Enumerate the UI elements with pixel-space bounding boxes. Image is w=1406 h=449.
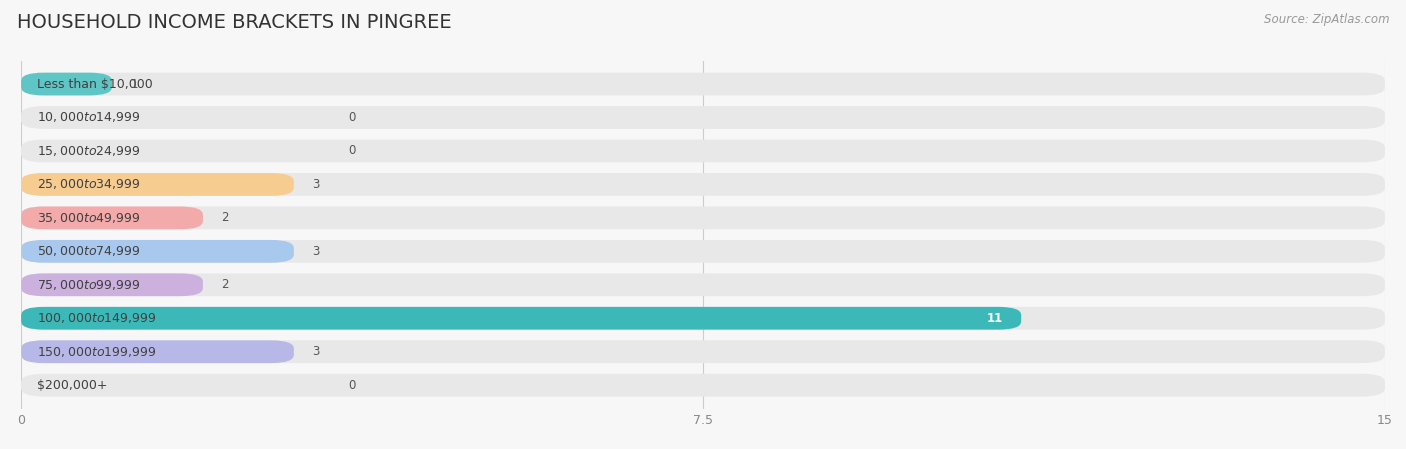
FancyBboxPatch shape bbox=[21, 340, 294, 363]
FancyBboxPatch shape bbox=[21, 340, 1385, 363]
Text: Source: ZipAtlas.com: Source: ZipAtlas.com bbox=[1264, 13, 1389, 26]
FancyBboxPatch shape bbox=[21, 106, 1385, 129]
FancyBboxPatch shape bbox=[21, 307, 1385, 330]
Text: $10,000 to $14,999: $10,000 to $14,999 bbox=[38, 110, 141, 124]
Text: 2: 2 bbox=[221, 278, 229, 291]
Text: 3: 3 bbox=[312, 178, 319, 191]
FancyBboxPatch shape bbox=[21, 207, 1385, 229]
Text: 3: 3 bbox=[312, 245, 319, 258]
Text: 11: 11 bbox=[987, 312, 1002, 325]
Text: 3: 3 bbox=[312, 345, 319, 358]
FancyBboxPatch shape bbox=[21, 273, 202, 296]
FancyBboxPatch shape bbox=[21, 240, 294, 263]
Text: $35,000 to $49,999: $35,000 to $49,999 bbox=[38, 211, 141, 225]
Text: Less than $10,000: Less than $10,000 bbox=[38, 78, 153, 91]
Text: 0: 0 bbox=[349, 145, 356, 158]
FancyBboxPatch shape bbox=[21, 273, 1385, 296]
Text: $25,000 to $34,999: $25,000 to $34,999 bbox=[38, 177, 141, 191]
FancyBboxPatch shape bbox=[21, 307, 1021, 330]
Text: 1: 1 bbox=[131, 78, 138, 91]
FancyBboxPatch shape bbox=[21, 240, 1385, 263]
FancyBboxPatch shape bbox=[21, 140, 1385, 163]
Text: 0: 0 bbox=[349, 379, 356, 392]
FancyBboxPatch shape bbox=[21, 73, 112, 95]
FancyBboxPatch shape bbox=[21, 207, 202, 229]
Text: $50,000 to $74,999: $50,000 to $74,999 bbox=[38, 244, 141, 258]
Text: 0: 0 bbox=[349, 111, 356, 124]
Text: $75,000 to $99,999: $75,000 to $99,999 bbox=[38, 278, 141, 292]
FancyBboxPatch shape bbox=[21, 173, 294, 196]
FancyBboxPatch shape bbox=[21, 73, 1385, 95]
FancyBboxPatch shape bbox=[21, 173, 1385, 196]
Text: $200,000+: $200,000+ bbox=[38, 379, 108, 392]
Text: $15,000 to $24,999: $15,000 to $24,999 bbox=[38, 144, 141, 158]
FancyBboxPatch shape bbox=[21, 374, 1385, 396]
Text: $150,000 to $199,999: $150,000 to $199,999 bbox=[38, 345, 157, 359]
Text: 2: 2 bbox=[221, 211, 229, 224]
Text: HOUSEHOLD INCOME BRACKETS IN PINGREE: HOUSEHOLD INCOME BRACKETS IN PINGREE bbox=[17, 13, 451, 32]
Text: $100,000 to $149,999: $100,000 to $149,999 bbox=[38, 311, 157, 325]
